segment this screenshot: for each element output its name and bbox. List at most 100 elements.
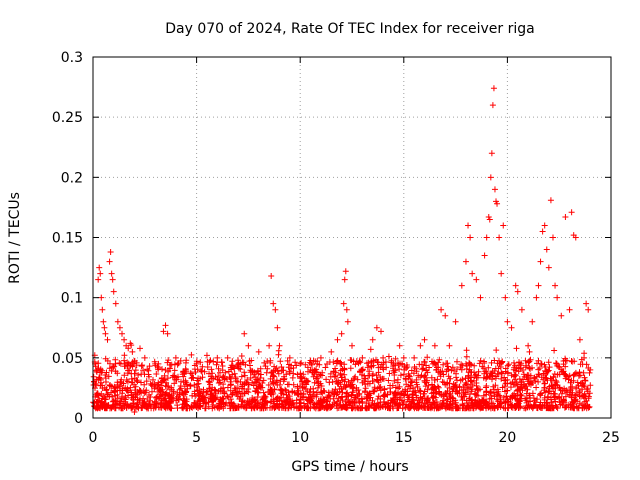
- data-point-marker: [585, 306, 592, 313]
- data-point-marker: [203, 352, 210, 359]
- data-point-marker: [473, 276, 480, 283]
- data-points: [91, 85, 594, 415]
- data-point-marker: [99, 306, 106, 313]
- data-point-marker: [214, 354, 221, 361]
- x-tick-label: 0: [89, 430, 98, 446]
- data-point-marker: [458, 282, 465, 289]
- data-point-marker: [97, 270, 104, 277]
- data-point-marker: [529, 318, 536, 325]
- data-point-marker: [141, 354, 148, 361]
- data-point-marker: [431, 342, 438, 349]
- data-point-marker: [583, 300, 590, 307]
- axis-ticks: [92, 56, 612, 419]
- data-point-marker: [342, 268, 349, 275]
- data-point-marker: [193, 360, 200, 367]
- data-point-marker: [95, 276, 102, 283]
- data-point-marker: [508, 324, 515, 331]
- data-point-marker: [359, 354, 366, 361]
- data-point-marker: [518, 306, 525, 313]
- data-point-marker: [129, 348, 136, 355]
- data-point-marker: [390, 360, 397, 367]
- data-point-marker: [317, 354, 324, 361]
- data-point-marker: [400, 354, 407, 361]
- data-point-marker: [514, 288, 521, 295]
- data-point-marker: [411, 354, 418, 361]
- data-point-marker: [307, 366, 314, 373]
- x-axis-label: GPS time / hours: [291, 459, 408, 475]
- x-tick-label: 25: [602, 430, 620, 446]
- x-tick-label: 20: [498, 430, 516, 446]
- data-point-marker: [268, 273, 275, 280]
- data-point-marker: [442, 312, 449, 319]
- data-point-marker: [487, 174, 494, 181]
- data-point-marker: [160, 328, 167, 335]
- data-point-marker: [496, 234, 503, 241]
- chart-title: Day 070 of 2024, Rate Of TEC Index for r…: [165, 21, 534, 37]
- data-point-marker: [297, 360, 304, 367]
- data-point-marker: [131, 408, 138, 415]
- data-point-marker: [110, 288, 117, 295]
- data-point-marker: [481, 252, 488, 259]
- data-point-marker: [539, 228, 546, 235]
- data-point-marker: [537, 258, 544, 265]
- data-point-marker: [272, 306, 279, 313]
- data-point-marker: [576, 336, 583, 343]
- data-point-marker: [417, 342, 424, 349]
- data-point-marker: [581, 354, 588, 361]
- data-point-marker: [349, 342, 355, 349]
- data-point-marker: [378, 328, 385, 335]
- data-point-marker: [380, 354, 387, 361]
- y-tick-label: 0.3: [61, 50, 83, 66]
- data-point-marker: [107, 248, 114, 255]
- data-point-marker: [549, 234, 556, 241]
- data-point-marker: [164, 330, 171, 337]
- data-point-marker: [543, 246, 550, 253]
- data-point-marker: [274, 324, 281, 331]
- data-point-marker: [568, 209, 575, 216]
- data-point-marker: [446, 342, 453, 349]
- data-point-marker: [541, 222, 548, 229]
- data-point-marker: [462, 258, 469, 265]
- y-tick-label: 0.1: [61, 291, 83, 307]
- data-point-marker: [465, 222, 472, 229]
- data-point-marker: [270, 300, 277, 307]
- data-point-marker: [102, 330, 109, 337]
- data-point-marker: [245, 342, 252, 349]
- data-point-marker: [119, 330, 126, 337]
- data-point-marker: [183, 357, 190, 364]
- data-point-marker: [98, 294, 105, 301]
- data-point-marker: [116, 324, 123, 331]
- y-axis-label: ROTI / TECUs: [7, 192, 23, 284]
- y-tick-label: 0.25: [52, 110, 83, 126]
- data-point-marker: [255, 348, 262, 355]
- data-point-marker: [494, 200, 501, 207]
- data-point-marker: [344, 318, 351, 325]
- y-tick-label: 0.2: [61, 170, 83, 186]
- data-point-marker: [490, 85, 497, 92]
- data-point-marker: [467, 234, 474, 241]
- data-point-marker: [338, 330, 345, 337]
- data-point-marker: [566, 306, 573, 313]
- data-point-marker: [286, 354, 293, 361]
- y-tick-label: 0.15: [52, 231, 83, 247]
- data-point-marker: [488, 150, 495, 157]
- data-point-marker: [554, 294, 561, 301]
- data-point-marker: [235, 357, 242, 364]
- data-point-marker: [106, 258, 113, 265]
- data-point-marker: [369, 336, 376, 343]
- data-point-marker: [152, 360, 159, 367]
- data-point-marker: [558, 312, 565, 319]
- data-point-marker: [112, 300, 119, 307]
- data-point-marker: [502, 294, 509, 301]
- data-point-marker: [133, 402, 140, 409]
- data-point-marker: [452, 318, 459, 325]
- data-point-marker: [334, 336, 341, 343]
- data-point-marker: [373, 324, 380, 331]
- data-point-marker: [396, 342, 403, 349]
- data-point-marker: [547, 197, 554, 204]
- data-point-marker: [483, 234, 490, 241]
- data-point-marker: [224, 354, 231, 361]
- data-point-marker: [328, 348, 335, 355]
- data-point-marker: [125, 345, 132, 352]
- data-point-marker: [438, 306, 445, 313]
